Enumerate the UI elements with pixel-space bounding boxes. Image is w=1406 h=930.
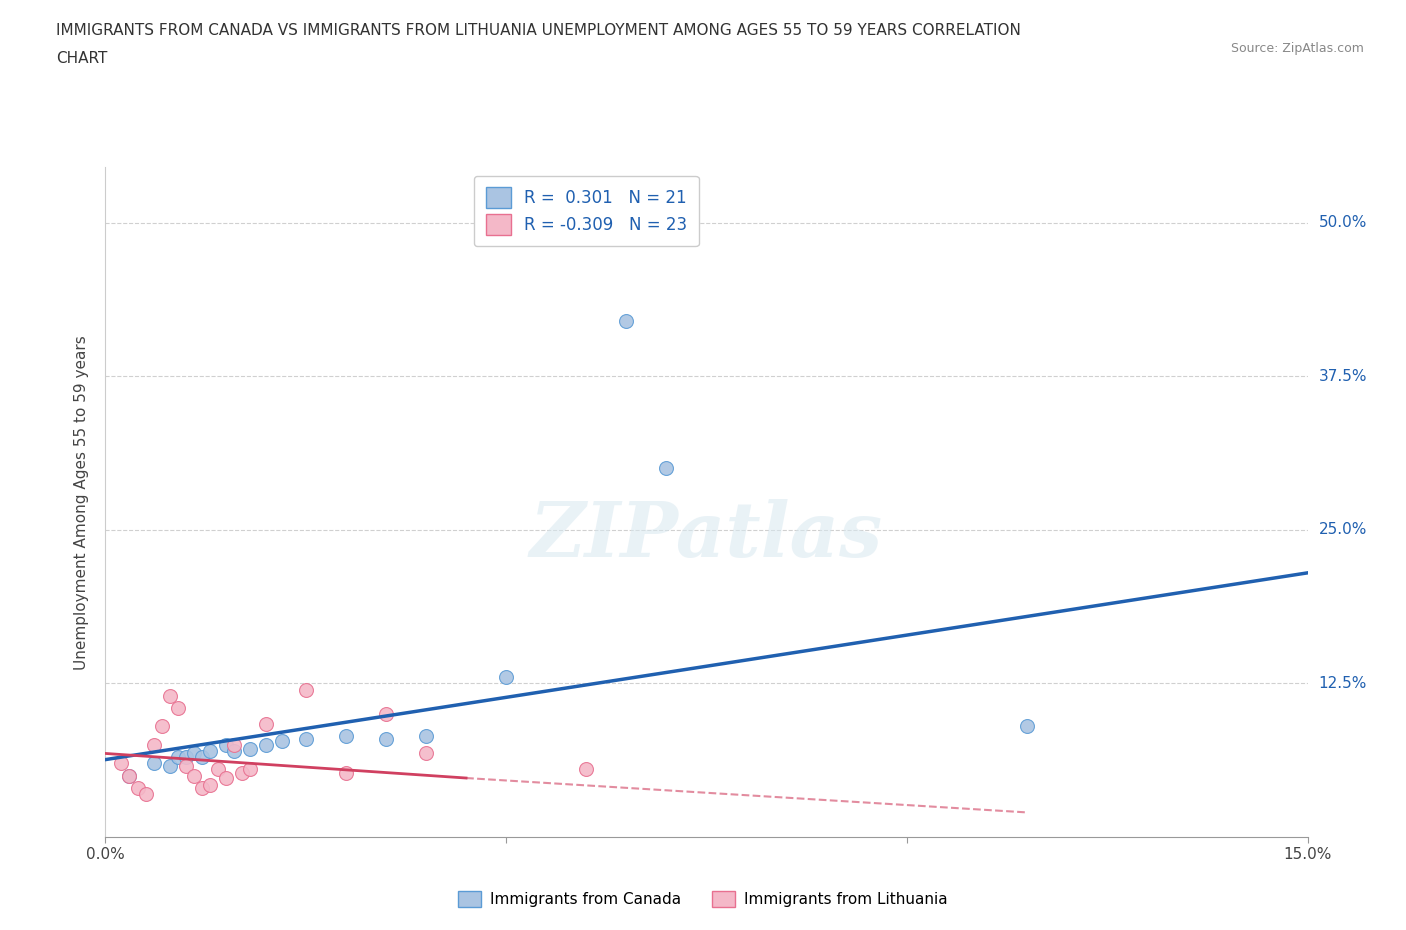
Point xyxy=(239,762,262,777)
Point xyxy=(159,758,181,773)
Point xyxy=(335,729,357,744)
Text: 50.0%: 50.0% xyxy=(1319,215,1367,231)
Point xyxy=(254,737,277,752)
Point xyxy=(174,758,197,773)
Point xyxy=(159,688,181,703)
Text: 37.5%: 37.5% xyxy=(1319,369,1367,384)
Point xyxy=(374,731,398,746)
Point xyxy=(415,746,437,761)
Point xyxy=(207,762,229,777)
Point xyxy=(135,787,157,802)
Point xyxy=(110,756,132,771)
Point xyxy=(127,780,149,795)
Text: CHART: CHART xyxy=(56,51,108,66)
Point xyxy=(150,719,173,734)
Point xyxy=(174,750,197,764)
Text: Source: ZipAtlas.com: Source: ZipAtlas.com xyxy=(1230,42,1364,55)
Point xyxy=(214,771,236,786)
Legend: R =  0.301   N = 21, R = -0.309   N = 23: R = 0.301 N = 21, R = -0.309 N = 23 xyxy=(474,176,699,246)
Point xyxy=(295,682,318,697)
Point xyxy=(198,744,221,759)
Point xyxy=(118,768,141,783)
Point xyxy=(222,744,245,759)
Text: 12.5%: 12.5% xyxy=(1319,676,1367,691)
Point xyxy=(374,707,398,722)
Point xyxy=(239,741,262,756)
Point xyxy=(183,768,205,783)
Point xyxy=(1017,719,1039,734)
Text: ZIPatlas: ZIPatlas xyxy=(530,498,883,573)
Point xyxy=(295,731,318,746)
Point xyxy=(118,768,141,783)
Text: 25.0%: 25.0% xyxy=(1319,523,1367,538)
Point xyxy=(190,750,212,764)
Point xyxy=(166,750,188,764)
Point xyxy=(142,756,165,771)
Point xyxy=(183,746,205,761)
Point xyxy=(222,737,245,752)
Point xyxy=(166,700,188,715)
Point xyxy=(616,313,638,328)
Point xyxy=(231,765,253,780)
Point xyxy=(575,762,598,777)
Point xyxy=(190,780,212,795)
Point xyxy=(335,765,357,780)
Point xyxy=(415,729,437,744)
Point xyxy=(254,716,277,731)
Point xyxy=(270,734,292,749)
Point xyxy=(214,737,236,752)
Legend: Immigrants from Canada, Immigrants from Lithuania: Immigrants from Canada, Immigrants from … xyxy=(453,884,953,913)
Point xyxy=(142,737,165,752)
Point xyxy=(495,670,517,684)
Point xyxy=(198,778,221,793)
Text: IMMIGRANTS FROM CANADA VS IMMIGRANTS FROM LITHUANIA UNEMPLOYMENT AMONG AGES 55 T: IMMIGRANTS FROM CANADA VS IMMIGRANTS FRO… xyxy=(56,23,1021,38)
Point xyxy=(655,461,678,476)
Y-axis label: Unemployment Among Ages 55 to 59 years: Unemployment Among Ages 55 to 59 years xyxy=(75,335,90,670)
